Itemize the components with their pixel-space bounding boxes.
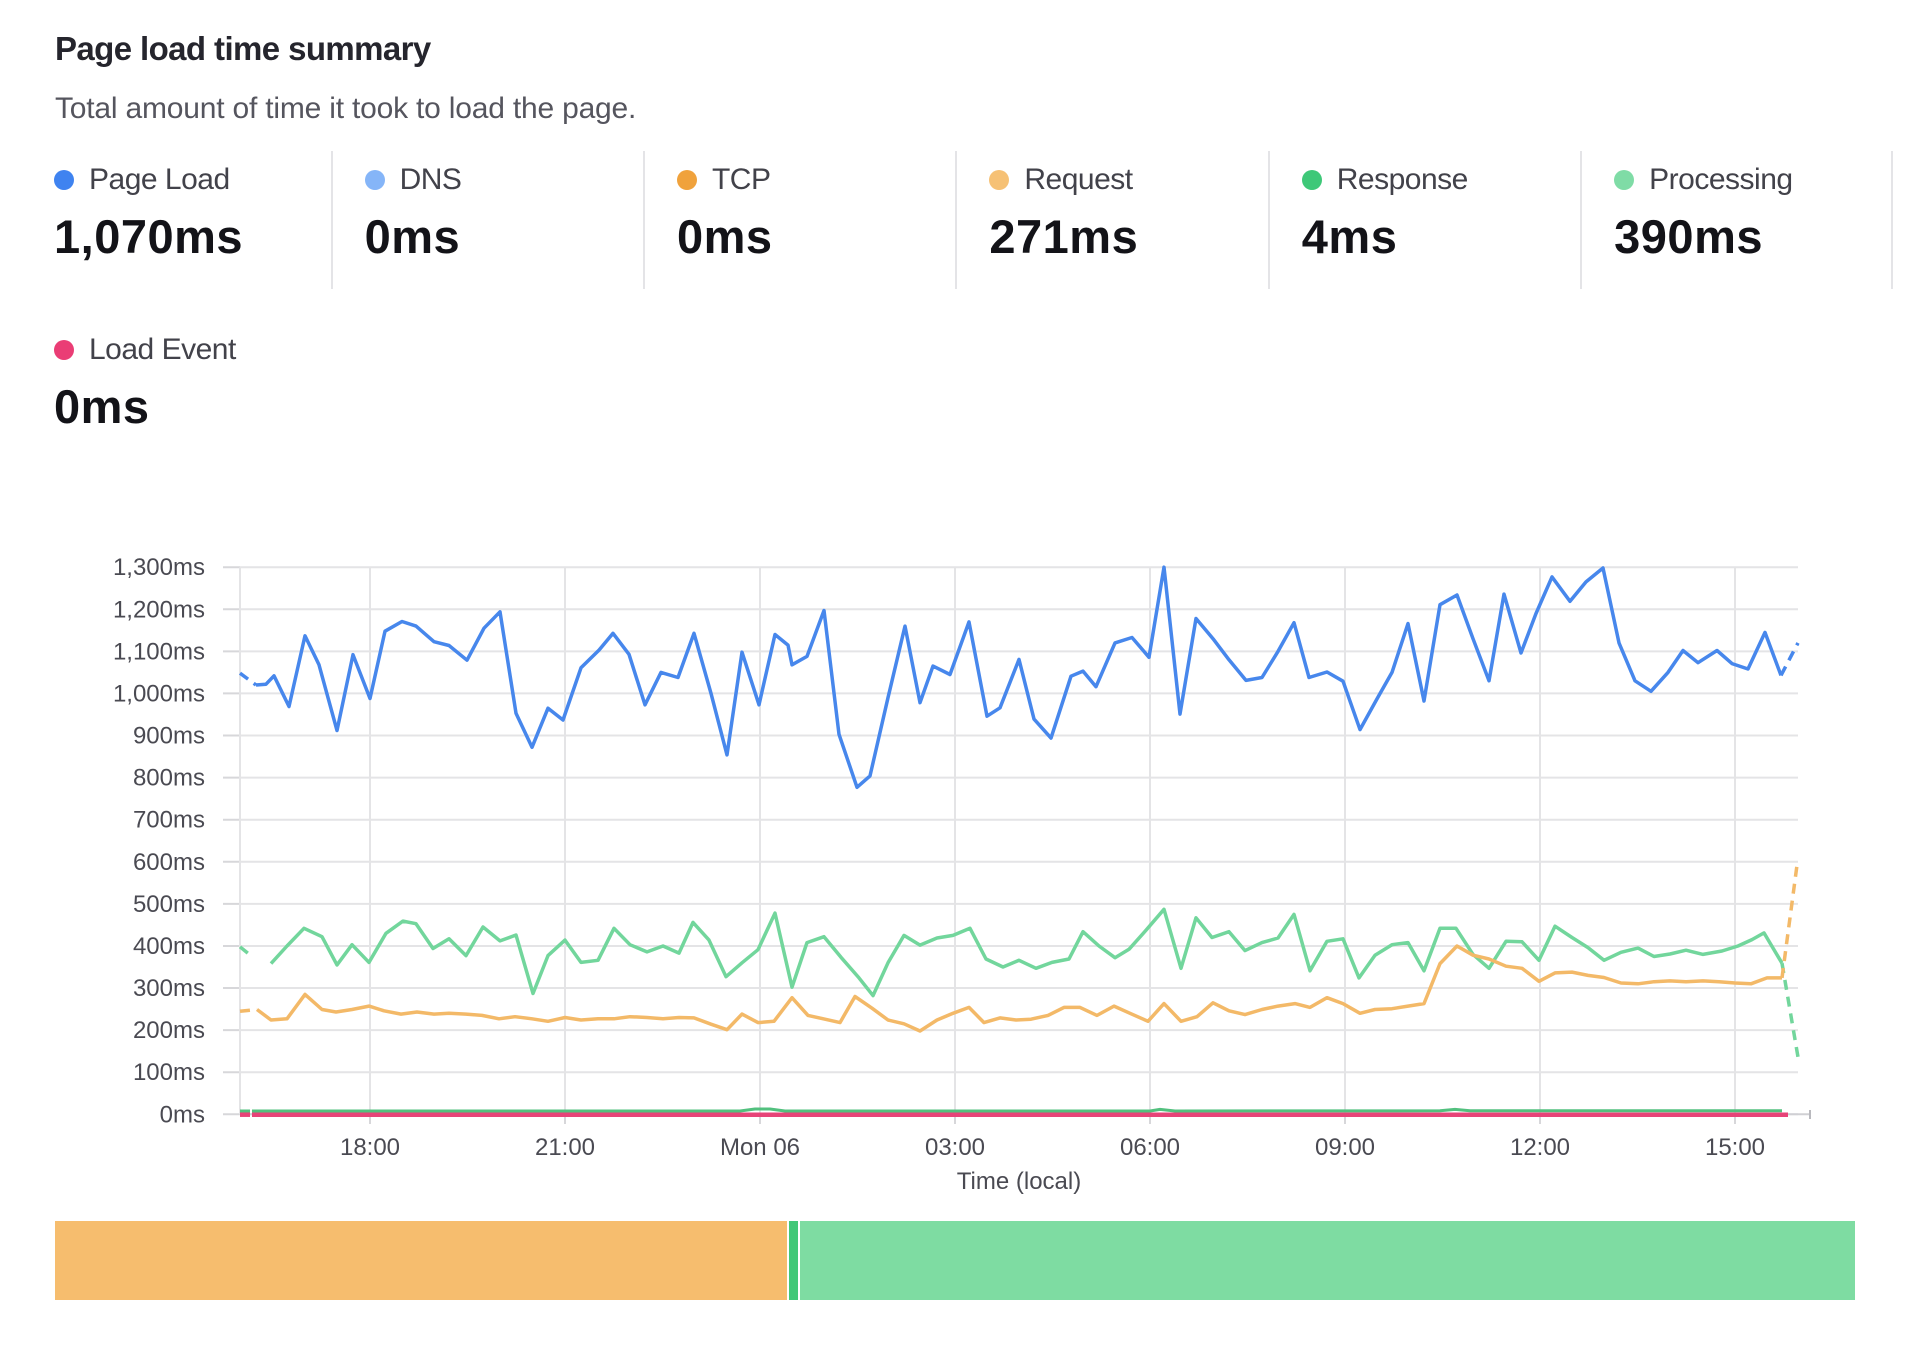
svg-text:1,000ms: 1,000ms bbox=[113, 680, 205, 707]
svg-text:12:00: 12:00 bbox=[1510, 1134, 1570, 1161]
svg-text:300ms: 300ms bbox=[133, 975, 205, 1002]
svg-text:700ms: 700ms bbox=[133, 807, 205, 834]
svg-text:900ms: 900ms bbox=[133, 723, 205, 750]
svg-text:800ms: 800ms bbox=[133, 765, 205, 792]
svg-text:Time (local): Time (local) bbox=[957, 1168, 1081, 1195]
svg-text:400ms: 400ms bbox=[133, 933, 205, 960]
svg-text:18:00: 18:00 bbox=[340, 1134, 400, 1161]
svg-text:09:00: 09:00 bbox=[1315, 1134, 1375, 1161]
svg-text:Mon 06: Mon 06 bbox=[720, 1134, 800, 1161]
svg-text:1,200ms: 1,200ms bbox=[113, 596, 205, 623]
svg-text:100ms: 100ms bbox=[133, 1059, 205, 1086]
svg-text:06:00: 06:00 bbox=[1120, 1134, 1180, 1161]
svg-text:0ms: 0ms bbox=[160, 1101, 205, 1128]
svg-text:600ms: 600ms bbox=[133, 849, 205, 876]
svg-text:21:00: 21:00 bbox=[535, 1134, 595, 1161]
svg-text:03:00: 03:00 bbox=[925, 1134, 985, 1161]
svg-text:15:00: 15:00 bbox=[1705, 1134, 1765, 1161]
svg-text:500ms: 500ms bbox=[133, 891, 205, 918]
svg-text:200ms: 200ms bbox=[133, 1017, 205, 1044]
svg-text:1,300ms: 1,300ms bbox=[113, 554, 205, 581]
svg-text:1,100ms: 1,100ms bbox=[113, 638, 205, 665]
